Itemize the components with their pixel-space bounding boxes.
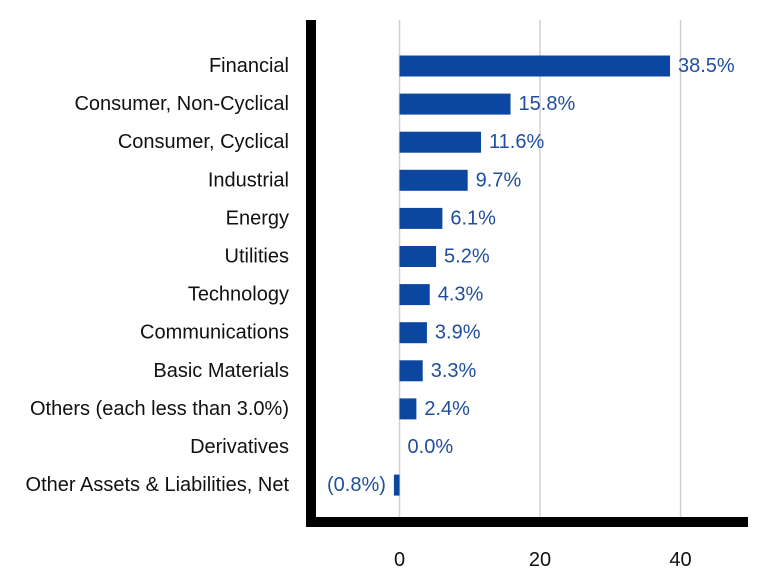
value-label-0: 38.5% xyxy=(678,55,735,77)
value-label-8: 3.3% xyxy=(431,360,477,382)
category-label-1: Consumer, Non-Cyclical xyxy=(74,93,289,115)
bar-7 xyxy=(399,322,427,344)
axes xyxy=(306,20,748,527)
bar-5 xyxy=(399,246,437,267)
category-label-11: Other Assets & Liabilities, Net xyxy=(26,474,290,496)
bar-6 xyxy=(399,284,430,306)
bar-3 xyxy=(399,169,468,191)
category-label-4: Energy xyxy=(226,207,289,229)
bar-1 xyxy=(399,93,511,115)
value-label-1: 15.8% xyxy=(519,93,576,115)
category-label-9: Others (each less than 3.0%) xyxy=(30,398,289,420)
category-label-7: Communications xyxy=(140,322,289,344)
value-label-4: 6.1% xyxy=(450,207,496,229)
x-tick-label-20: 20 xyxy=(529,549,551,571)
bar-4 xyxy=(399,207,443,229)
value-label-5: 5.2% xyxy=(444,246,490,268)
category-label-2: Consumer, Cyclical xyxy=(118,131,289,153)
bar-2 xyxy=(399,131,482,153)
labels: Financial 38.5% Consumer, Non-Cyclical 15.8… xyxy=(26,55,735,571)
category-label-3: Industrial xyxy=(208,169,289,191)
x-tick-label-40: 40 xyxy=(669,549,691,571)
category-label-6: Technology xyxy=(188,284,289,306)
bar-0 xyxy=(399,55,671,77)
value-label-2: 11.6% xyxy=(489,131,544,153)
category-label-0: Financial xyxy=(209,55,289,77)
value-label-6: 4.3% xyxy=(438,284,484,306)
value-label-3: 9.7% xyxy=(476,169,522,191)
bars xyxy=(393,55,671,496)
x-tick-label-0: 0 xyxy=(394,549,405,571)
bar-8 xyxy=(399,360,423,382)
value-label-7: 3.9% xyxy=(435,322,481,344)
category-label-5: Utilities xyxy=(225,246,289,268)
bar-9 xyxy=(399,398,417,420)
value-label-11: (0.8%) xyxy=(327,474,386,496)
bar-11 xyxy=(393,474,400,496)
value-label-10: 0.0% xyxy=(408,436,454,458)
category-label-10: Derivatives xyxy=(190,436,289,458)
value-label-9: 2.4% xyxy=(424,398,470,420)
category-label-8: Basic Materials xyxy=(153,360,289,382)
